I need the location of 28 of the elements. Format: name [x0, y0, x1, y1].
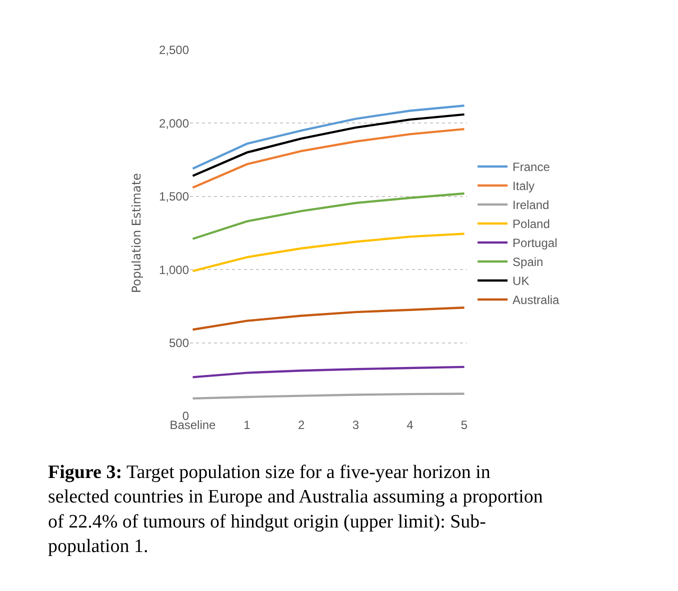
x-tick-label: 4: [406, 418, 414, 432]
x-tick-label: 2: [298, 418, 305, 432]
legend-label: France: [512, 160, 550, 174]
legend-label: UK: [512, 274, 530, 288]
x-tick-label: 5: [460, 418, 468, 432]
y-tick-label: 2,000: [158, 116, 190, 130]
caption: Figure 3:: [48, 462, 122, 483]
legend-label: Portugal: [512, 236, 558, 250]
line-series: [192, 128, 466, 189]
line-series: [192, 366, 466, 378]
y-tick-label: 0: [182, 409, 190, 424]
y-tick-label: 1,500: [158, 190, 190, 204]
legend-label: Italy: [512, 179, 535, 194]
x-tick-label: 1: [244, 418, 251, 432]
legend-label: Australia: [512, 293, 560, 308]
line-series: [192, 113, 466, 177]
line-series: [192, 104, 466, 170]
y-tick-label: 500: [168, 336, 190, 350]
legend-label: Ireland: [512, 198, 550, 212]
y-axis-title: Population Estimate: [129, 173, 144, 293]
legend-label: Spain: [512, 255, 544, 270]
y-tick-label: 2,500: [158, 43, 190, 58]
x-tick-label: 3: [352, 418, 360, 432]
line-series: [192, 306, 466, 331]
y-tick-label: 1,000: [158, 262, 190, 277]
legend-label: Poland: [512, 217, 550, 232]
line-series: [192, 192, 466, 240]
line-series: [192, 232, 466, 272]
